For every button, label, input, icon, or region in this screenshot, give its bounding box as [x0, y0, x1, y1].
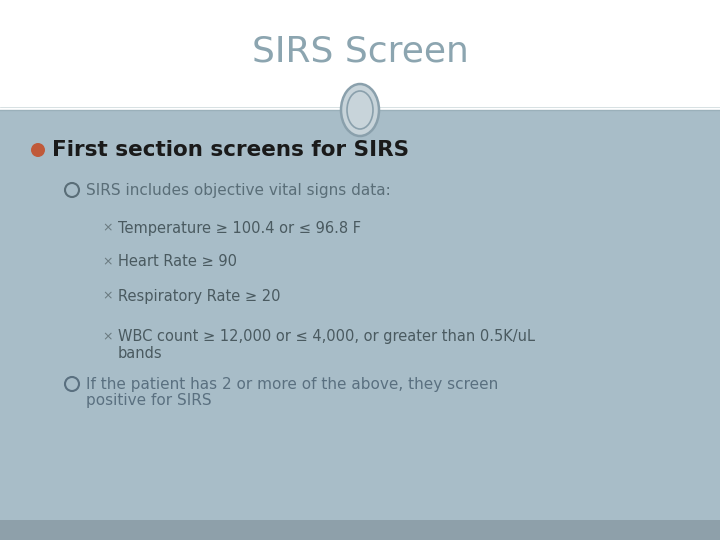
Text: Heart Rate ≥ 90: Heart Rate ≥ 90: [118, 254, 237, 269]
Text: bands: bands: [118, 347, 163, 361]
Text: If the patient has 2 or more of the above, they screen: If the patient has 2 or more of the abov…: [86, 376, 498, 392]
FancyBboxPatch shape: [0, 520, 720, 540]
FancyBboxPatch shape: [0, 110, 720, 520]
Circle shape: [31, 143, 45, 157]
Text: ×: ×: [103, 255, 113, 268]
Text: ×: ×: [103, 330, 113, 343]
Ellipse shape: [341, 84, 379, 136]
Text: positive for SIRS: positive for SIRS: [86, 394, 212, 408]
Text: ×: ×: [103, 289, 113, 302]
Ellipse shape: [347, 91, 373, 129]
Text: ×: ×: [103, 221, 113, 234]
Text: First section screens for SIRS: First section screens for SIRS: [52, 140, 409, 160]
Text: SIRS Screen: SIRS Screen: [251, 35, 469, 69]
FancyBboxPatch shape: [0, 0, 720, 110]
Text: Temperature ≥ 100.4 or ≤ 96.8 F: Temperature ≥ 100.4 or ≤ 96.8 F: [118, 220, 361, 235]
Text: Respiratory Rate ≥ 20: Respiratory Rate ≥ 20: [118, 288, 281, 303]
Text: SIRS includes objective vital signs data:: SIRS includes objective vital signs data…: [86, 183, 391, 198]
Text: WBC count ≥ 12,000 or ≤ 4,000, or greater than 0.5K/uL: WBC count ≥ 12,000 or ≤ 4,000, or greate…: [118, 329, 535, 345]
